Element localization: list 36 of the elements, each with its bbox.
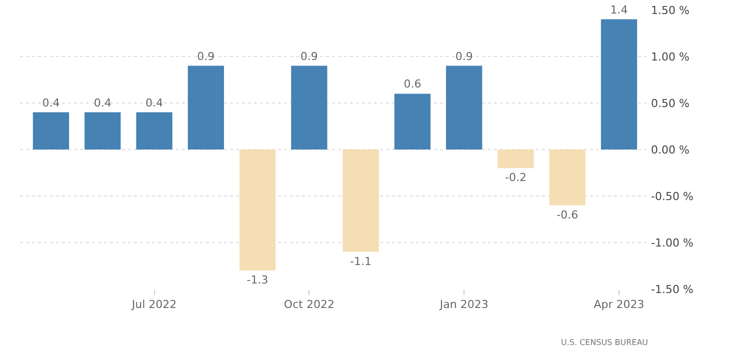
data-label: -0.2 bbox=[505, 171, 526, 184]
data-label: 1.4 bbox=[610, 3, 628, 16]
data-label: -1.3 bbox=[246, 273, 268, 286]
bar bbox=[394, 94, 431, 150]
x-tick-label: Oct 2022 bbox=[284, 298, 334, 312]
y-tick-label: -1.00 % bbox=[651, 236, 694, 250]
y-tick-label: 1.50 % bbox=[651, 4, 690, 17]
data-label: 0.6 bbox=[404, 78, 422, 91]
y-tick-label: 0.00 % bbox=[651, 143, 690, 156]
bar bbox=[600, 19, 638, 150]
y-tick-label: 1.00 % bbox=[651, 50, 690, 64]
bar bbox=[291, 66, 328, 150]
bar bbox=[498, 150, 534, 168]
data-label: 0.9 bbox=[455, 50, 473, 63]
y-tick-label: -1.50 % bbox=[651, 282, 694, 296]
bar bbox=[446, 66, 482, 150]
bar bbox=[188, 66, 224, 150]
y-tick-label: 0.50 % bbox=[651, 96, 690, 110]
text: U.S. CENSUS BUREAU bbox=[561, 338, 648, 347]
bar bbox=[32, 112, 70, 150]
data-label: 0.4 bbox=[94, 96, 112, 110]
x-tick-label: Jul 2022 bbox=[130, 298, 177, 312]
data-label: 0.4 bbox=[146, 96, 164, 110]
data-label: -1.1 bbox=[350, 254, 372, 268]
bar bbox=[239, 150, 276, 270]
y-tick-label: -0.50 % bbox=[651, 190, 694, 203]
data-label: 0.9 bbox=[300, 50, 318, 63]
bar bbox=[84, 112, 121, 150]
bar bbox=[342, 150, 379, 252]
x-tick-label: Apr 2023 bbox=[594, 298, 644, 312]
data-label: 0.4 bbox=[42, 96, 60, 110]
data-label: 0.9 bbox=[197, 50, 215, 63]
x-tick-label: Jan 2023 bbox=[438, 298, 488, 312]
bar bbox=[136, 112, 172, 150]
data-label: -0.6 bbox=[556, 208, 578, 222]
bar bbox=[549, 150, 586, 206]
